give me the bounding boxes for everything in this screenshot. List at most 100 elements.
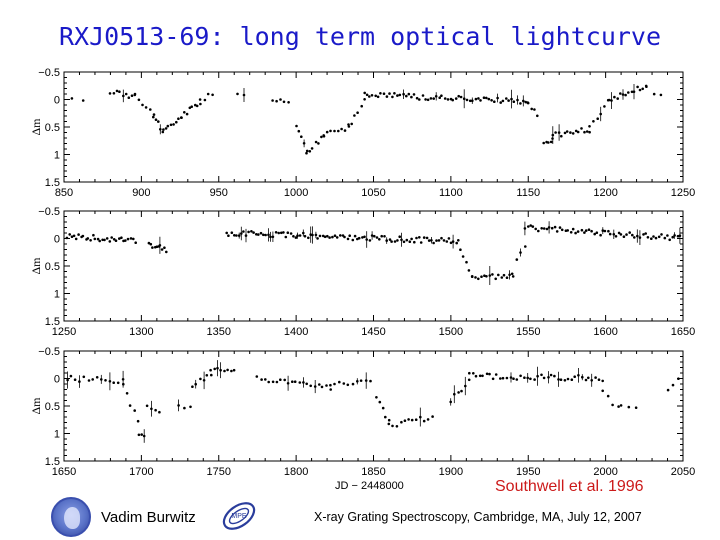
data-point	[587, 376, 590, 380]
data-point	[337, 129, 340, 133]
data-point	[447, 237, 451, 240]
data-point	[599, 233, 602, 237]
x-tick-label: 1150	[516, 187, 540, 199]
panel-2-frame	[63, 210, 684, 322]
data-point	[459, 95, 463, 99]
data-point	[114, 239, 118, 242]
data-point	[164, 127, 168, 130]
data-point	[533, 378, 536, 381]
data-point	[227, 234, 230, 237]
data-point	[563, 379, 567, 382]
data-point	[363, 98, 366, 101]
data-point	[593, 232, 596, 236]
data-point	[405, 238, 409, 242]
data-point	[594, 376, 597, 379]
data-point	[294, 236, 298, 239]
data-point	[118, 237, 121, 240]
data-point	[342, 382, 346, 385]
data-point	[494, 277, 498, 281]
presenter-name: Vadim Burwitz	[101, 509, 196, 526]
data-point	[625, 233, 628, 236]
data-point	[305, 382, 309, 386]
data-point	[132, 237, 135, 241]
data-point	[431, 415, 434, 418]
data-point	[574, 129, 578, 133]
data-point	[588, 130, 591, 134]
data-point	[499, 377, 502, 380]
data-point	[128, 404, 132, 407]
data-point	[459, 248, 462, 251]
data-point	[467, 378, 471, 382]
data-point	[505, 276, 509, 280]
data-point	[663, 236, 667, 240]
data-point	[264, 233, 267, 237]
x-tick-label: 1200	[593, 187, 617, 199]
data-point	[474, 276, 477, 279]
data-point	[283, 378, 287, 382]
data-point	[137, 98, 141, 102]
y-tick-label: −0.5	[38, 67, 60, 79]
data-point	[133, 409, 136, 412]
data-point	[101, 238, 104, 242]
data-point	[133, 92, 137, 96]
data-point	[69, 374, 73, 378]
data-point	[180, 116, 183, 119]
data-point	[540, 373, 543, 377]
data-point	[584, 378, 588, 382]
y-tick-label: −0.5	[38, 206, 60, 218]
data-point	[282, 231, 285, 234]
data-point	[375, 396, 378, 399]
data-point	[442, 239, 446, 242]
data-point	[161, 130, 165, 134]
data-point	[478, 374, 482, 378]
data-point	[547, 141, 550, 144]
data-point	[571, 132, 575, 135]
data-point	[127, 96, 131, 99]
data-point	[295, 124, 298, 128]
citation: Southwell et al. 1996	[495, 478, 644, 495]
data-point	[530, 107, 533, 111]
data-point	[163, 246, 166, 249]
data-point	[657, 235, 661, 239]
data-point	[325, 384, 328, 387]
data-point	[155, 245, 159, 248]
data-point	[351, 238, 355, 242]
data-point	[189, 405, 192, 409]
data-point	[407, 418, 410, 421]
data-point	[385, 95, 389, 98]
data-point	[72, 234, 76, 238]
mpg-logo	[51, 497, 91, 537]
data-point	[89, 239, 92, 242]
mpe-logo: MPE	[222, 502, 256, 530]
data-point	[199, 102, 202, 106]
y-tick-label: 1.5	[45, 316, 60, 328]
data-point	[477, 97, 480, 100]
x-axis-label: JD − 2448000	[335, 480, 404, 492]
data-point	[501, 99, 505, 103]
data-point	[152, 113, 156, 116]
data-point	[479, 99, 482, 102]
data-point	[451, 98, 455, 102]
data-point	[608, 232, 612, 236]
data-point	[457, 239, 460, 242]
data-point	[81, 99, 85, 102]
data-point	[634, 406, 638, 410]
data-point	[529, 377, 532, 381]
data-point	[183, 111, 186, 114]
data-point	[298, 234, 302, 237]
data-point	[318, 234, 322, 238]
data-point	[382, 92, 386, 95]
data-point	[92, 233, 95, 237]
data-point	[387, 418, 391, 422]
data-point	[298, 381, 302, 384]
data-point	[555, 230, 559, 233]
data-point	[412, 93, 416, 96]
data-point	[252, 231, 255, 234]
y-tick-label: 0.5	[45, 261, 60, 273]
data-point	[160, 248, 164, 251]
data-point	[601, 379, 604, 383]
data-point	[585, 130, 589, 133]
data-point	[365, 93, 369, 97]
data-point	[627, 405, 631, 409]
